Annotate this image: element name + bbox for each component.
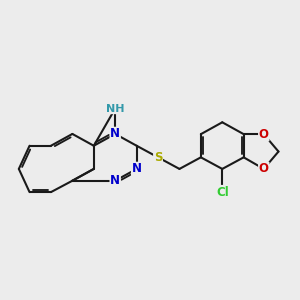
Text: NH: NH [106,103,124,113]
Text: Cl: Cl [216,186,229,199]
Text: O: O [259,162,269,176]
Text: S: S [154,151,162,164]
Text: N: N [110,128,120,140]
Text: O: O [259,128,269,141]
Text: N: N [110,174,120,187]
Text: N: N [132,162,142,176]
